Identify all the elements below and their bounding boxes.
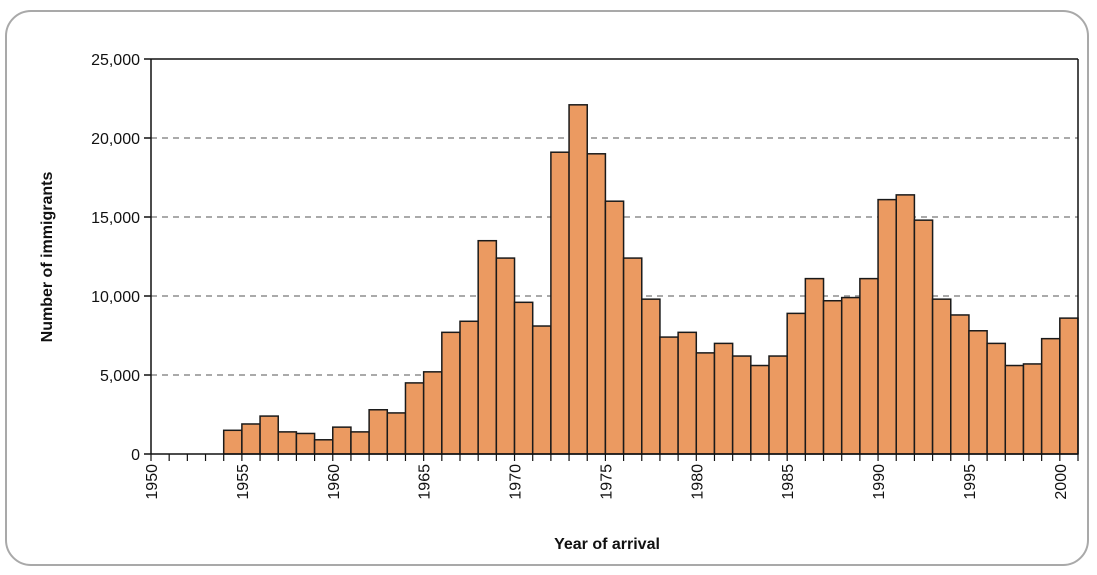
bar [313,439,334,455]
bar [859,277,879,455]
bar [1040,337,1061,455]
bar [695,352,716,455]
bar [840,296,861,455]
bar [404,382,425,455]
bar [604,200,625,455]
bar [713,342,734,455]
bar [622,257,643,455]
y-tick-label: 5,000 [100,368,140,385]
bar [368,409,389,455]
y-tick-label: 20,000 [91,131,140,148]
bar [731,355,752,455]
bar [513,301,534,455]
x-tick-label: 1965 [417,464,434,500]
bar [822,299,843,455]
x-axis-title: Year of arrival [554,536,660,553]
bar [222,429,243,455]
bar [895,194,916,455]
bar [586,153,607,455]
bar [495,257,516,455]
x-tick-label: 1955 [235,464,252,500]
x-tick-label: 1980 [689,464,706,500]
bar [950,314,970,455]
bar [1059,317,1079,455]
x-tick-label: 2000 [1053,464,1070,500]
bar [986,342,1007,455]
bar [677,331,698,455]
bar [659,336,679,455]
bar [259,415,279,455]
bar [422,371,443,455]
bar [768,355,788,455]
bar [441,331,461,455]
bar [877,198,897,455]
bar [350,431,370,455]
bar [477,239,498,455]
y-tick-label: 15,000 [91,210,140,227]
x-tick-label: 1950 [144,464,161,500]
bar [641,298,661,455]
x-tick-label: 1985 [780,464,797,500]
bar [332,426,352,455]
x-tick-label: 1995 [962,464,979,500]
tick-labels: 0 5,000 10,000 15,000 20,000 25,000 1950 1955 19… [91,52,1070,500]
bars [222,104,1079,455]
x-tick-label: 1990 [871,464,888,500]
y-axis-title: Number of immigrants [39,172,56,343]
bar [241,423,261,455]
bar [277,431,298,455]
bar [550,151,570,455]
y-tick-label: 0 [131,447,140,464]
bar [386,412,407,455]
bar [931,298,952,455]
y-tick-label: 10,000 [91,289,140,306]
axes [144,58,1079,461]
bar [568,104,588,455]
x-tick-label: 1975 [598,464,615,500]
bar [295,432,316,455]
bar [1004,364,1025,455]
bar [459,320,479,455]
x-tick-label: 1970 [508,464,525,500]
bar [786,312,807,455]
bar [913,219,934,455]
bar [1022,363,1043,455]
bar [750,364,770,455]
bar [531,325,552,455]
bar [804,277,825,455]
y-tick-label: 25,000 [91,52,140,69]
x-tick-label: 1960 [326,464,343,500]
bar [968,330,988,455]
